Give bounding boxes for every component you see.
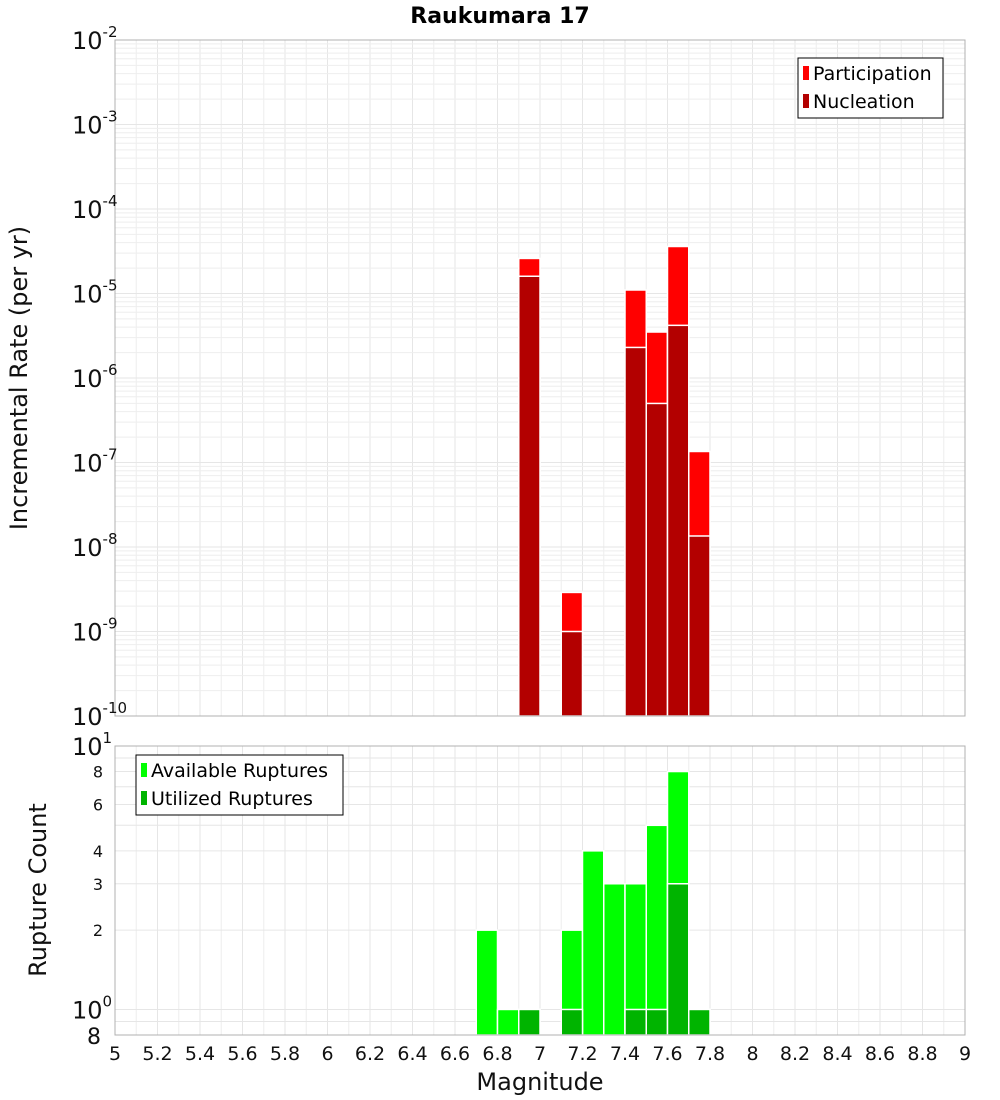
top-plot: 10-10 10-9 10-8 10-7 10-6 10-5 10-4 10-3 10-2 In… (5, 23, 966, 731)
legend-label-participation: Participation (813, 63, 932, 85)
x-tick-label: 7.2 (567, 1043, 597, 1065)
bottom-y-minor-tick-label: 8 (93, 763, 103, 782)
bottom-plot: 100 101 8 2 3 4 6 8 5 5.2 5.4 5.6 5.8 6 6.2 6.4 6.6 6.8 7… (24, 729, 971, 1096)
x-ticks: 5 5.2 5.4 5.6 5.8 6 6.2 6.4 6.6 6.8 7 7.2 7.4 7.6 7.8 8… (109, 1043, 971, 1065)
bottom-y-minor-tick-label: 8 (87, 1025, 101, 1050)
x-tick-label: 5.6 (227, 1043, 257, 1065)
bottom-legend-box (135, 754, 344, 816)
bottom-y-minor-tick-label: 3 (93, 875, 103, 894)
bottom-bar-utilized-ruptures (688, 1008, 711, 1036)
legend-swatch-participation (803, 66, 809, 80)
top-legend: Participation Nucleation (797, 57, 944, 119)
legend-swatch-nucleation (803, 94, 809, 108)
top-bar-nucleation (624, 346, 647, 717)
top-y-tick-label: 10-2 (72, 23, 118, 55)
top-bar-nucleation (666, 324, 690, 717)
x-tick-label: 6.8 (482, 1043, 512, 1065)
top-y-tick-label: 10-8 (72, 530, 118, 562)
top-y-ticks: 10-10 10-9 10-8 10-7 10-6 10-5 10-4 10-3 10-2 (72, 23, 127, 731)
bottom-y-minor-tick-label: 2 (93, 921, 103, 940)
legend-label-nucleation: Nucleation (813, 91, 915, 113)
top-bar-nucleation (560, 630, 584, 717)
x-tick-label: 8 (746, 1043, 758, 1065)
x-tick-label: 6.2 (355, 1043, 385, 1065)
x-tick-label: 5.4 (185, 1043, 215, 1065)
legend-swatch-available (141, 763, 147, 777)
top-y-tick-label: 10-7 (72, 446, 118, 478)
bottom-y-axis-label: Rupture Count (24, 803, 52, 977)
top-bars (518, 245, 711, 717)
legend-swatch-utilized (141, 791, 147, 805)
bottom-y-tick-label: 101 (72, 729, 112, 761)
top-bar-nucleation (688, 535, 711, 717)
top-y-axis-label: Incremental Rate (per yr) (5, 226, 33, 530)
x-tick-label: 7.8 (695, 1043, 725, 1065)
bottom-bar-available-ruptures (581, 850, 605, 1036)
bottom-y-ticks: 100 101 8 2 3 4 6 8 (72, 729, 112, 1050)
top-legend-box (797, 57, 944, 119)
bottom-bars (475, 770, 711, 1036)
bottom-bar-utilized-ruptures (645, 1008, 669, 1036)
top-bar-nucleation (518, 275, 541, 717)
top-y-tick-label: 10-3 (72, 108, 118, 140)
x-tick-label: 6 (321, 1043, 333, 1065)
x-tick-label: 8.4 (822, 1043, 852, 1065)
top-y-tick-label: 10-6 (72, 361, 118, 393)
bottom-bar-available-ruptures (645, 824, 669, 1036)
top-y-tick-label: 10-4 (72, 192, 118, 224)
top-y-tick-label: 10-5 (72, 277, 118, 309)
x-tick-label: 8.2 (780, 1043, 810, 1065)
bottom-y-minor-tick-label: 6 (93, 795, 103, 814)
bottom-bar-utilized-ruptures (518, 1008, 541, 1036)
x-tick-label: 8.6 (865, 1043, 895, 1065)
x-tick-label: 5 (109, 1043, 121, 1065)
chart-title: Raukumara 17 (410, 4, 589, 29)
bottom-y-minor-tick-label: 4 (93, 842, 103, 861)
top-y-tick-label: 10-9 (72, 615, 118, 647)
top-plot-frame (114, 39, 966, 717)
x-tick-label: 6.4 (397, 1043, 427, 1065)
top-bar-nucleation (645, 402, 669, 717)
x-tick-label: 6.6 (440, 1043, 470, 1065)
x-tick-label: 8.8 (907, 1043, 937, 1065)
top-y-tick-label: 10-10 (72, 699, 127, 731)
x-tick-label: 9 (959, 1043, 971, 1065)
x-tick-label: 7.4 (610, 1043, 640, 1065)
legend-label-available: Available Ruptures (151, 760, 328, 782)
x-tick-label: 5.2 (142, 1043, 172, 1065)
bottom-bar-utilized-ruptures (560, 1008, 584, 1036)
legend-label-utilized: Utilized Ruptures (151, 788, 313, 810)
bottom-plot-frame (114, 745, 966, 1036)
bottom-bar-available-ruptures (603, 883, 626, 1036)
bottom-legend: Available Ruptures Utilized Ruptures (135, 754, 344, 816)
x-axis-label: Magnitude (476, 1068, 603, 1096)
bottom-y-tick-label: 100 (72, 992, 112, 1024)
bottom-bar-available-ruptures (475, 929, 499, 1036)
x-tick-label: 7 (534, 1043, 546, 1065)
x-tick-label: 7.6 (652, 1043, 682, 1065)
bottom-bar-utilized-ruptures (666, 883, 690, 1036)
x-tick-label: 5.8 (270, 1043, 300, 1065)
bottom-bar-utilized-ruptures (624, 1008, 647, 1036)
bottom-bar-available-ruptures (496, 1008, 520, 1036)
